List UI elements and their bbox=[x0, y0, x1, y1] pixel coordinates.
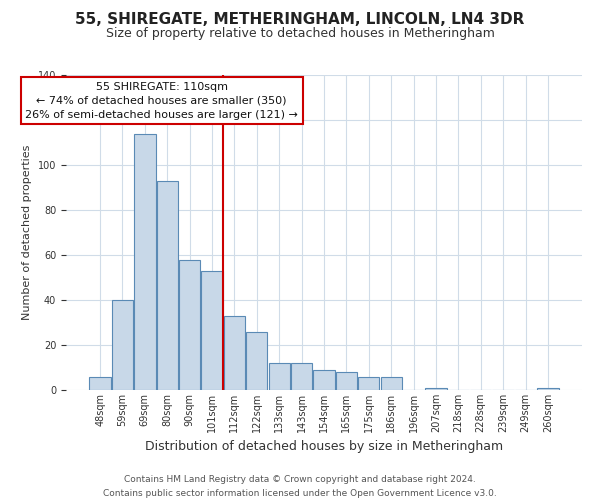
Bar bbox=[358, 376, 379, 390]
Bar bbox=[291, 363, 312, 390]
Bar bbox=[269, 363, 290, 390]
Bar bbox=[179, 260, 200, 390]
Bar bbox=[336, 372, 357, 390]
Bar bbox=[89, 376, 111, 390]
Text: 55 SHIREGATE: 110sqm
← 74% of detached houses are smaller (350)
26% of semi-deta: 55 SHIREGATE: 110sqm ← 74% of detached h… bbox=[25, 82, 298, 120]
Bar bbox=[313, 370, 335, 390]
X-axis label: Distribution of detached houses by size in Metheringham: Distribution of detached houses by size … bbox=[145, 440, 503, 454]
Y-axis label: Number of detached properties: Number of detached properties bbox=[22, 145, 32, 320]
Bar bbox=[380, 376, 402, 390]
Bar bbox=[134, 134, 155, 390]
Text: 55, SHIREGATE, METHERINGHAM, LINCOLN, LN4 3DR: 55, SHIREGATE, METHERINGHAM, LINCOLN, LN… bbox=[76, 12, 524, 28]
Bar bbox=[224, 316, 245, 390]
Bar bbox=[425, 388, 446, 390]
Bar bbox=[157, 180, 178, 390]
Bar bbox=[202, 271, 223, 390]
Text: Size of property relative to detached houses in Metheringham: Size of property relative to detached ho… bbox=[106, 28, 494, 40]
Text: Contains HM Land Registry data © Crown copyright and database right 2024.
Contai: Contains HM Land Registry data © Crown c… bbox=[103, 476, 497, 498]
Bar bbox=[537, 388, 559, 390]
Bar bbox=[112, 300, 133, 390]
Bar bbox=[246, 332, 268, 390]
